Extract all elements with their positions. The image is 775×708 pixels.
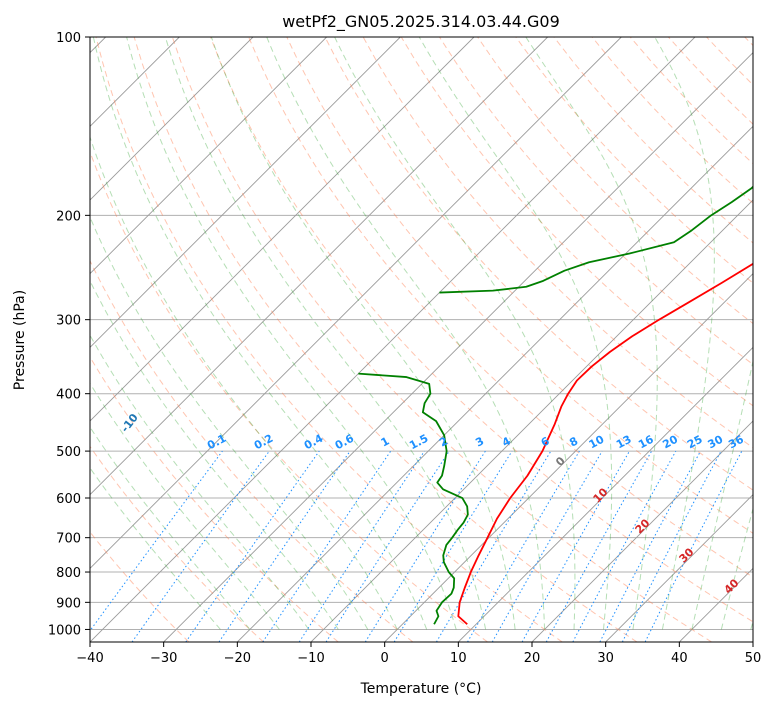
- isotherm-line: [310, 199, 753, 642]
- mixing-ratio-line: [572, 450, 677, 642]
- x-tick-label: −10: [297, 651, 324, 666]
- x-tick-label: −20: [224, 651, 251, 666]
- dry-adiabat-line: [248, 37, 753, 578]
- x-tick-label: 10: [450, 651, 467, 666]
- dry-adiabat-line: [90, 445, 264, 642]
- dewpoint-line: [358, 372, 469, 625]
- x-tick-label: −40: [76, 651, 103, 666]
- chart-title: wetPf2_GN05.2025.314.03.44.G09: [282, 12, 560, 32]
- isotherm-line: [605, 494, 753, 642]
- mixing-ratio-label: 16: [636, 433, 656, 452]
- moist-adiabat-line: [90, 279, 339, 630]
- dry-adiabat-line: [515, 37, 753, 284]
- isotherm-line: [90, 37, 327, 275]
- y-tick-label: 100: [56, 31, 81, 46]
- mixing-ratio-line: [545, 450, 653, 642]
- x-tick-label: 20: [524, 651, 541, 666]
- y-tick-label: 300: [56, 314, 81, 329]
- isotherm-line: [531, 420, 753, 642]
- dry-adiabat-line: [171, 37, 712, 642]
- moist-adiabat-line: [92, 37, 428, 630]
- mixing-ratio-line: [521, 450, 630, 642]
- mixing-ratio-line: [218, 450, 351, 642]
- moist-adiabat-line: [126, 37, 457, 630]
- moist-adiabat-line: [334, 37, 576, 630]
- isotherm-line: [90, 37, 548, 496]
- y-tick-label: 400: [56, 388, 81, 403]
- mixing-ratio-line: [325, 450, 450, 642]
- dry-adiabat-line: [133, 37, 638, 642]
- mixing-ratio-label: 30: [706, 433, 726, 452]
- y-axis: 100 200 300 400 500 600 700 800 900 1000: [48, 31, 90, 638]
- mixing-ratio-label: 13: [614, 433, 634, 452]
- isotherm-line: [237, 125, 753, 642]
- mixing-ratio-label: 36: [726, 433, 746, 452]
- dry-adiabat-line: [90, 356, 339, 642]
- mixing-ratio-label: 25: [685, 433, 705, 452]
- x-tick-label: 30: [597, 651, 614, 666]
- moist-adiabat-line: [525, 37, 658, 630]
- dry-adiabat-line: [95, 37, 563, 642]
- moist-adiabat-line: [720, 506, 753, 630]
- mixing-ratio-line: [298, 450, 425, 642]
- y-tick-label: 200: [56, 209, 81, 224]
- x-tick-label: −30: [150, 651, 177, 666]
- plot-frame: [89, 36, 754, 643]
- moist-adiabat-line: [164, 37, 487, 630]
- y-tick-label: 700: [56, 532, 81, 547]
- moist-adiabat-line: [90, 467, 221, 630]
- moist-adiabat-line: [210, 37, 516, 630]
- isotherm-line: [90, 37, 622, 569]
- dewpoint-line: [439, 185, 753, 294]
- moist-adiabat-line: [90, 426, 251, 630]
- y-tick-label: 1000: [48, 623, 81, 638]
- dry-adiabat-line: [90, 259, 414, 642]
- x-tick-label: 0: [381, 651, 389, 666]
- isotherm-line: [90, 37, 475, 422]
- isotherm-line: [163, 52, 753, 642]
- y-tick-label: 500: [56, 445, 81, 460]
- y-tick-label: 800: [56, 566, 81, 581]
- mixing-ratio-line: [393, 450, 513, 642]
- isotherm-line: [90, 37, 254, 201]
- mixing-ratio-line: [131, 450, 270, 642]
- y-axis-title: Pressure (hPa): [12, 290, 28, 390]
- isotherm-line: [90, 37, 401, 348]
- moist-adiabat-line: [90, 135, 398, 630]
- x-tick-label: 40: [671, 651, 688, 666]
- x-tick-label: 50: [745, 651, 762, 666]
- series-layer: [358, 185, 753, 625]
- mixing-ratio-line: [262, 450, 392, 642]
- mixing-ratio-line: [644, 450, 743, 642]
- mixing-ratio-line: [185, 450, 320, 642]
- moist-adiabat-line: [418, 37, 613, 630]
- x-axis-title: Temperature (°C): [360, 681, 482, 697]
- isotherm-line: [458, 346, 753, 642]
- moist-adiabat-line: [266, 37, 546, 630]
- dry-adiabat-line: [324, 37, 753, 491]
- temperature-line: [457, 262, 753, 625]
- mixing-ratio-label: 20: [660, 433, 680, 452]
- moist-adiabat-line: [90, 215, 369, 630]
- dry-adiabat-line: [286, 37, 753, 534]
- dry-adiabat-line: [210, 37, 753, 623]
- y-tick-label: 600: [56, 492, 81, 507]
- moist-adiabat-line: [691, 358, 753, 630]
- moist-adiabat-line: [90, 334, 310, 630]
- moist-adiabat-line: [654, 37, 715, 630]
- x-axis: −40 −30 −20 −10 0 10 20 30 40 50: [76, 642, 761, 666]
- y-tick-label: 900: [56, 596, 81, 611]
- mixing-ratio-label: 10: [587, 433, 607, 452]
- mixing-ratio-line: [90, 450, 223, 632]
- moist-adiabat-line: [90, 382, 280, 630]
- isotherm-line: [90, 37, 696, 642]
- background-lines: [90, 37, 753, 642]
